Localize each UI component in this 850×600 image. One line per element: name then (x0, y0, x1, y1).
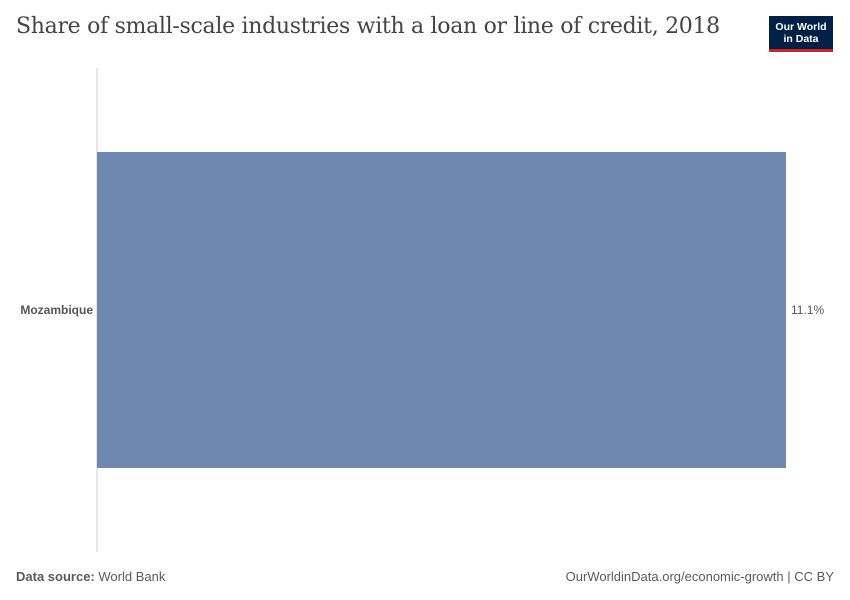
footer-separator: | (787, 569, 791, 584)
footer-attribution: OurWorldinData.org/economic-growth | CC … (566, 569, 834, 584)
footer-link[interactable]: OurWorldinData.org/economic-growth (565, 569, 784, 584)
logo-line-1: Our World (775, 21, 827, 33)
bar-mozambique[interactable] (97, 152, 786, 468)
data-source-label: Data source: (16, 569, 95, 584)
chart-title: Share of small-scale industries with a l… (16, 14, 720, 39)
category-label: Mozambique (20, 303, 93, 317)
value-label: 11.1% (791, 303, 824, 317)
data-source-value: World Bank (98, 569, 166, 584)
data-source: Data source: World Bank (16, 569, 165, 584)
logo-line-2: in Data (783, 33, 819, 45)
license-link[interactable]: CC BY (794, 569, 834, 584)
owid-logo[interactable]: Our World in Data (769, 16, 833, 52)
